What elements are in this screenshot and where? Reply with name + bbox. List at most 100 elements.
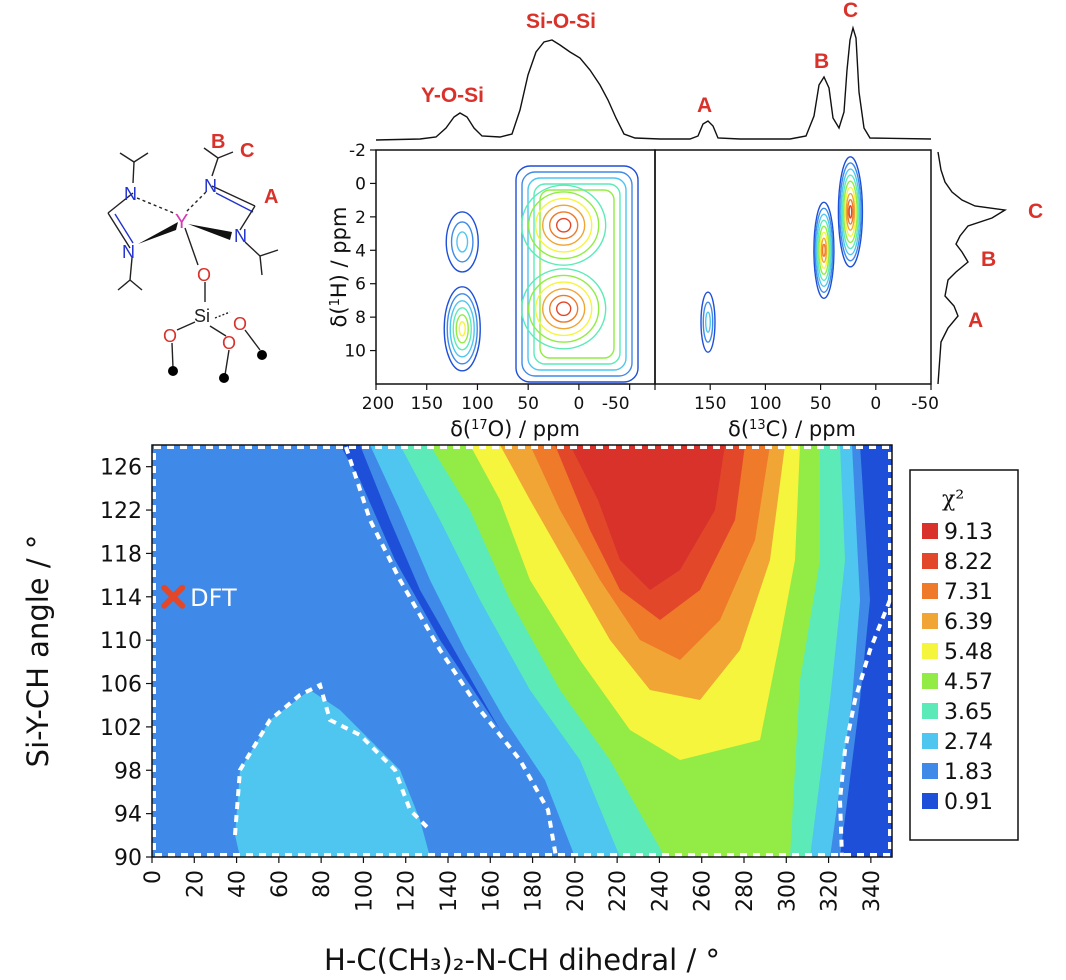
heatmap-frame — [151, 444, 893, 858]
heatmap-xtick-label: 180 — [522, 870, 547, 912]
heatmap-xtick-label: 0 — [141, 870, 166, 884]
peak-label-a-top: A — [697, 94, 712, 117]
heatmap-xtick-label: 60 — [268, 870, 293, 898]
contour-13c-c — [840, 168, 861, 256]
heatmap-xtick-label: 200 — [564, 870, 589, 912]
h1-ytick-label: 2 — [355, 208, 366, 228]
contour-siosi-core — [548, 294, 579, 323]
o17-xtick-label: 0 — [573, 394, 584, 414]
legend-swatch — [922, 613, 938, 629]
atom-n1: N — [124, 184, 137, 204]
heatmap-boundary-0 — [344, 446, 558, 857]
c13-axis-label: δ(13C) / ppm — [728, 417, 856, 441]
contour-siosi-outer — [533, 183, 621, 365]
heatmap-ytick-label: 102 — [100, 716, 142, 741]
atom-y: Y — [175, 211, 188, 233]
heatmap-xtick-label: 300 — [775, 870, 800, 912]
contour-yosi-lower — [458, 321, 466, 337]
heatmap-ytick-label: 94 — [114, 803, 142, 828]
h1-axis-label: δ(1H) / ppm — [327, 207, 351, 328]
heatmap-xtick-label: 220 — [606, 870, 631, 912]
h1-ytick-label: -2 — [349, 141, 366, 161]
contour-13c-c — [844, 186, 857, 237]
top-spectrum-trace — [375, 25, 932, 141]
heatmap-ytick-label: 118 — [100, 542, 142, 567]
legend-swatch — [922, 703, 938, 719]
c13-xtick-label: 150 — [694, 394, 726, 414]
legend-swatch — [922, 793, 938, 809]
legend-swatch — [922, 763, 938, 779]
o17-xtick-label: 100 — [461, 394, 493, 414]
right-1d-spectrum: C B A — [937, 151, 1043, 385]
legend-swatch — [922, 733, 938, 749]
legend-label: 5.48 — [944, 640, 993, 665]
heatmap-xtick-label: 240 — [648, 870, 673, 912]
contour-yosi-upper — [456, 231, 469, 253]
contour-13c-a — [704, 311, 711, 333]
o17-xtick-label: 50 — [517, 394, 539, 414]
legend-label: 0.91 — [944, 790, 993, 815]
contour-siosi-core — [548, 211, 579, 240]
atom-o1: O — [197, 265, 211, 285]
contour-yosi-lower — [446, 293, 478, 365]
contour-yosi-upper — [445, 211, 479, 273]
o17-xtick-label: 200 — [362, 394, 394, 414]
right-spectrum-trace — [937, 151, 1008, 385]
heatmap-ylabel: Si-Y-CH angle / ° — [21, 535, 55, 768]
contour-siosi-outer — [515, 165, 639, 383]
heatmap-boundary-1 — [233, 682, 432, 836]
contour-13c-a — [702, 301, 714, 343]
peak-label-c-right: C — [1028, 200, 1043, 223]
heatmap-xtick-label: 20 — [183, 870, 208, 898]
h1-ytick-label: 4 — [355, 241, 366, 261]
contour-siosi-outer — [527, 177, 627, 371]
heatmap-xtick-label: 100 — [352, 870, 377, 912]
contour-siosi-core — [541, 288, 586, 330]
heatmap-ytick-label: 122 — [100, 499, 142, 524]
peak-label-a-right: A — [968, 309, 983, 332]
legend-swatch — [922, 553, 938, 569]
contour-siosi-core — [555, 301, 572, 317]
contour-13c-b — [820, 237, 828, 263]
legend-swatch — [922, 583, 938, 599]
heatmap-xtick-label: 260 — [691, 870, 716, 912]
legend-label: 1.83 — [944, 760, 993, 785]
contour-siosi-core — [527, 191, 600, 260]
contour-13c-c — [847, 198, 854, 225]
contour-siosi-core — [534, 281, 593, 337]
heatmap-xtick-label: 120 — [395, 870, 420, 912]
contour-yosi-lower — [455, 314, 469, 344]
dft-marker-label: DFT — [190, 584, 237, 612]
chi2-heatmap: 0 20 40 60 80 100 120 140 160 180 200 220 240 260 280 3… — [21, 444, 893, 977]
contour-13c-b — [816, 219, 831, 281]
heatmap-xtick-label: 80 — [310, 870, 335, 898]
contour-13c-b — [821, 243, 826, 257]
c13-xtick-label: 0 — [870, 394, 881, 414]
legend-label: 7.31 — [944, 580, 993, 605]
contour-13c-c — [845, 192, 856, 231]
heatmap-boundary-3 — [152, 445, 892, 857]
contour-siosi-core — [520, 184, 607, 266]
contour-13c-c — [843, 180, 858, 244]
molecule-structure: N N N N Y O Si O O O B C A — [107, 131, 278, 383]
c13-xtick-label: -50 — [911, 394, 939, 414]
c13-xtick-label: 50 — [810, 394, 832, 414]
peak-label-c-top: C — [843, 0, 858, 22]
heatmap-ytick-label: 110 — [100, 629, 142, 654]
contour-13c-b — [815, 213, 833, 287]
heatmap-xtick-label: 140 — [437, 870, 462, 912]
legend-swatch — [922, 643, 938, 659]
contour-siosi-core — [520, 268, 607, 350]
chi2-legend: χ² 9.13 8.22 7.31 6.39 5.48 4.57 3.65 2.74 1.83 0… — [909, 469, 1019, 841]
legend-label: 4.57 — [944, 670, 993, 695]
heatmap-ytick-label: 98 — [114, 759, 142, 784]
top-1d-spectrum: Y-O-Si Si-O-Si A B C — [375, 0, 932, 141]
heatmap-band-10 — [235, 690, 430, 857]
contour-13c-c — [839, 162, 862, 262]
dft-cross-b — [161, 584, 186, 609]
heatmap-boundary-2 — [837, 599, 892, 857]
molecule-label-a: A — [264, 186, 278, 208]
h1-ytick-label: 8 — [355, 308, 366, 328]
heatmap-xtick-label: 340 — [860, 870, 885, 912]
legend-label: 2.74 — [944, 730, 993, 755]
